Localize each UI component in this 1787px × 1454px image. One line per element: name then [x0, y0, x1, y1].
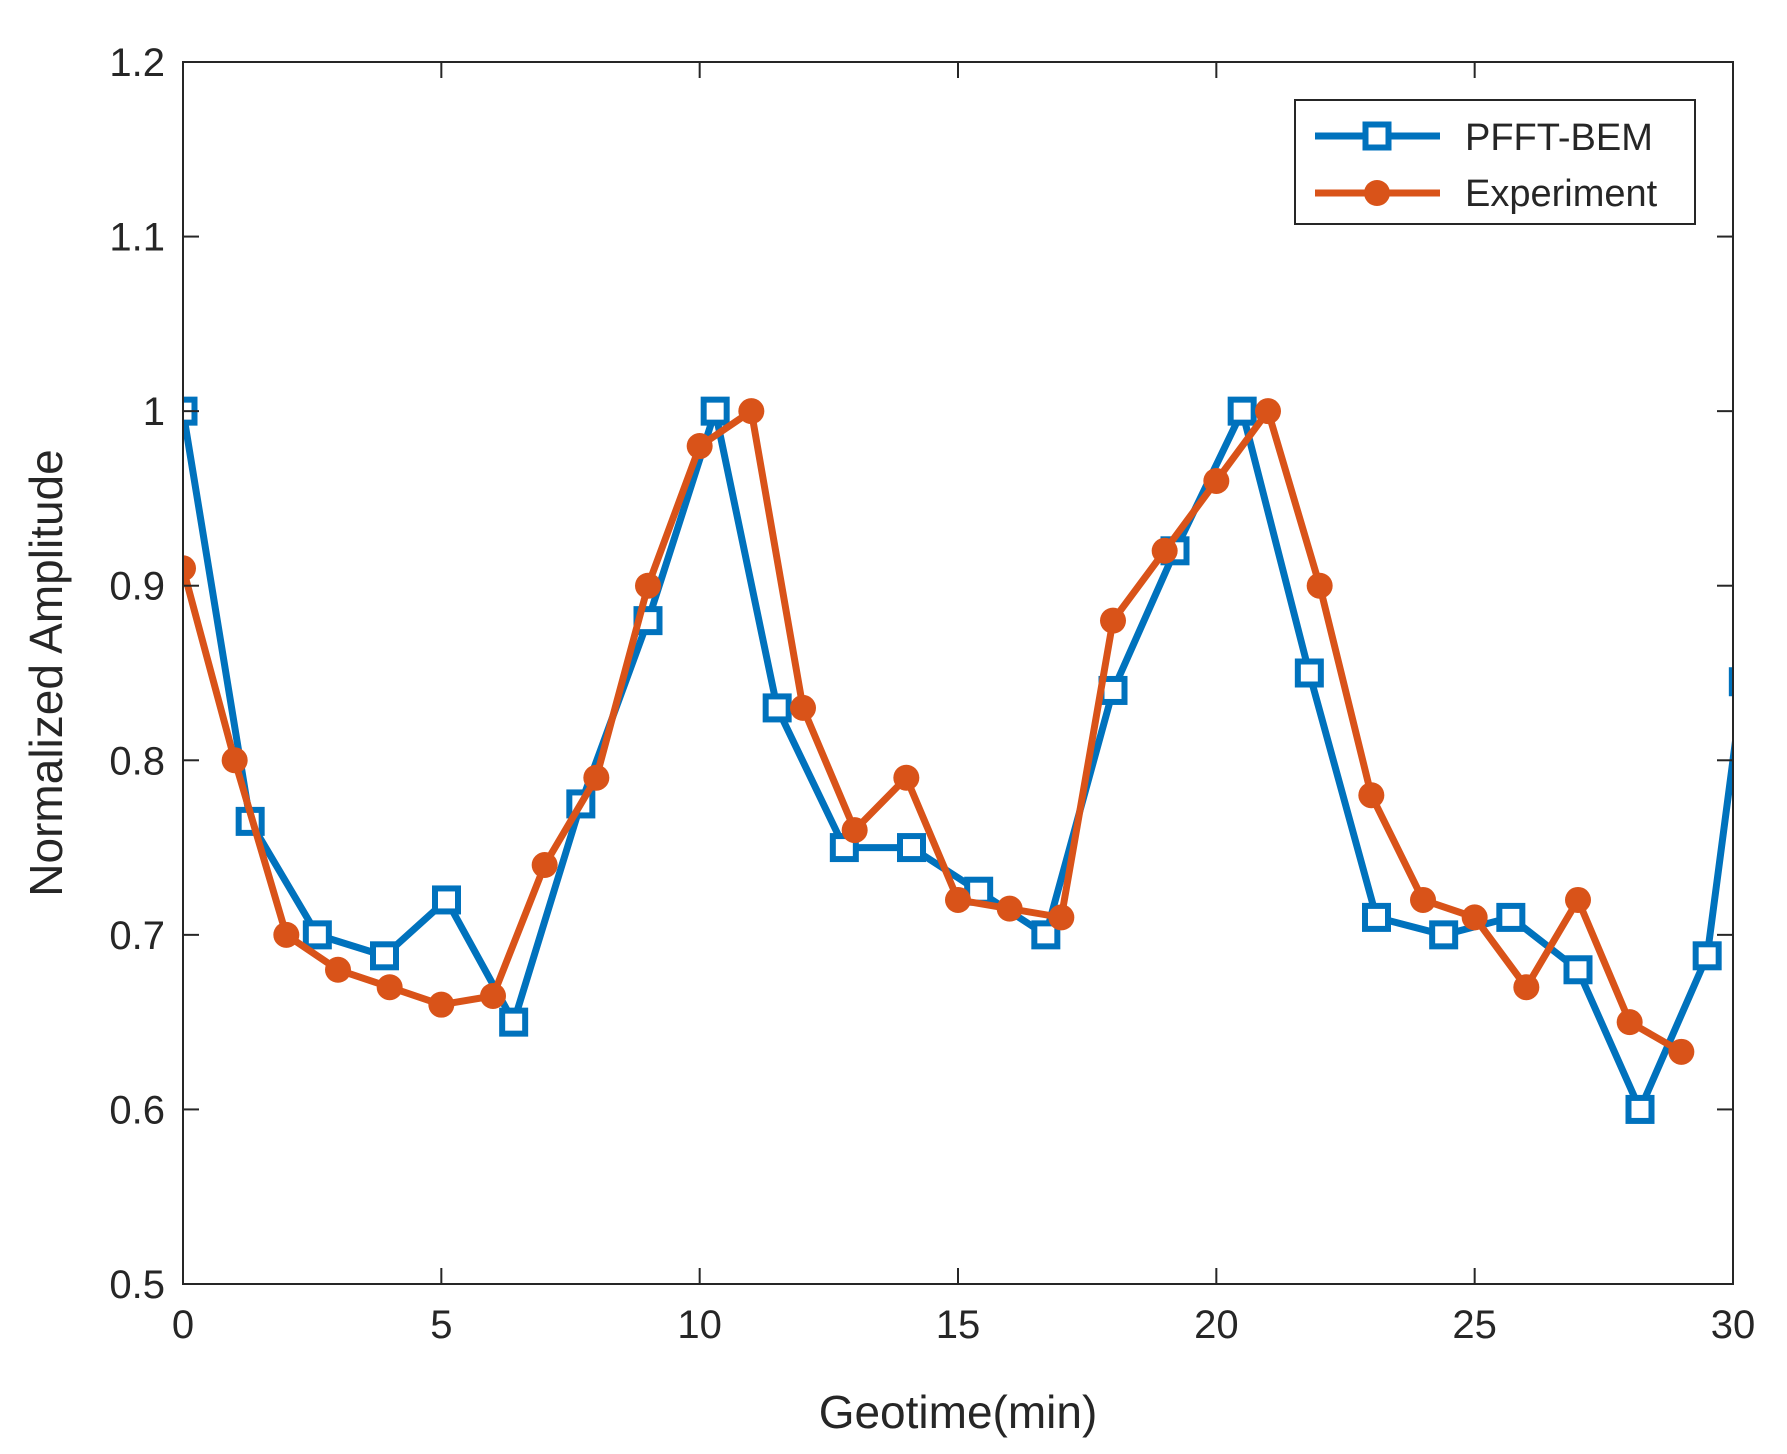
data-point-experiment — [1461, 904, 1488, 931]
data-point-experiment — [1048, 904, 1075, 931]
data-point-experiment — [1203, 467, 1230, 494]
data-point-experiment — [1255, 398, 1281, 425]
x-tick-label: 5 — [430, 1303, 452, 1347]
plot-frame — [182, 61, 1734, 1285]
data-point-experiment — [221, 747, 248, 774]
data-point-pfft-bem — [897, 833, 926, 863]
y-tick-label: 1 — [143, 390, 165, 434]
x-tick-label: 0 — [172, 1303, 194, 1347]
data-point-experiment — [1410, 886, 1436, 913]
data-point-experiment — [686, 433, 713, 460]
x-tick-label: 10 — [677, 1303, 722, 1347]
data-point-pfft-bem — [1625, 1094, 1655, 1124]
y-tick-label: 0.9 — [109, 565, 165, 609]
y-tick-label: 0.6 — [109, 1088, 165, 1132]
data-point-pfft-bem — [700, 396, 730, 426]
data-point-experiment — [1668, 1038, 1695, 1065]
data-point-experiment — [996, 895, 1023, 922]
x-tick-label: 15 — [936, 1303, 981, 1347]
data-point-pfft-bem — [370, 941, 399, 971]
data-point-experiment — [1306, 572, 1333, 599]
data-point-experiment — [583, 764, 610, 791]
data-point-experiment — [1513, 974, 1540, 1001]
x-tick-label: 30 — [1711, 1303, 1756, 1347]
data-point-experiment — [1151, 537, 1178, 564]
data-point-pfft-bem — [1227, 396, 1257, 426]
data-point-experiment — [1358, 782, 1385, 809]
legend-label-pfft-bem: PFFT-BEM — [1465, 117, 1653, 159]
y-tick-label: 0.5 — [109, 1263, 165, 1307]
data-point-experiment — [1616, 1009, 1643, 1036]
legend-marker-pfft-bem — [1362, 121, 1392, 151]
legend-box — [1294, 99, 1696, 225]
data-point-experiment — [531, 852, 558, 879]
series-layer — [183, 396, 1733, 1124]
data-point-experiment — [738, 398, 765, 425]
ticks-layer: 0 5 10 15 20 25 30 0.5 0.6 0.7 0.8 0.9 1 1.1 1.2 — [109, 41, 1755, 1347]
data-point-pfft-bem — [1294, 658, 1324, 688]
data-point-pfft-bem — [1362, 902, 1391, 932]
plot-area — [183, 62, 1733, 1284]
y-tick-label: 0.7 — [109, 914, 165, 958]
data-point-experiment — [893, 764, 920, 791]
y-axis-title: Normalized Amplitude — [20, 449, 72, 896]
y-tick-label: 1.2 — [109, 41, 165, 85]
data-point-experiment — [273, 921, 300, 948]
legend-marker-experiment — [1364, 180, 1390, 206]
data-point-pfft-bem — [432, 885, 461, 915]
x-tick-label: 20 — [1194, 1303, 1239, 1347]
data-point-pfft-bem — [1031, 920, 1061, 950]
data-point-experiment — [480, 982, 506, 1009]
y-tick-label: 0.8 — [109, 739, 165, 783]
legend-label-experiment: Experiment — [1465, 173, 1658, 215]
x-tick-label: 25 — [1452, 1303, 1497, 1347]
data-point-pfft-bem — [302, 920, 332, 950]
data-point-pfft-bem — [1563, 955, 1593, 985]
data-point-pfft-bem — [762, 693, 792, 723]
legend: PFFT-BEM Experiment — [1294, 99, 1696, 225]
data-point-experiment — [325, 956, 351, 983]
data-point-pfft-bem — [1728, 667, 1733, 697]
data-point-experiment — [790, 694, 816, 721]
x-axis-title: Geotime(min) — [819, 1386, 1098, 1438]
data-point-experiment — [1100, 607, 1126, 634]
data-point-pfft-bem — [1692, 941, 1722, 971]
data-point-pfft-bem — [499, 1007, 529, 1037]
data-point-pfft-bem — [1429, 920, 1459, 950]
data-point-experiment — [183, 555, 196, 582]
data-point-experiment — [635, 572, 661, 599]
y-tick-label: 1.1 — [109, 216, 165, 260]
data-point-experiment — [841, 817, 868, 844]
data-point-experiment — [1565, 886, 1591, 913]
data-point-experiment — [428, 991, 455, 1018]
data-point-experiment — [376, 974, 403, 1001]
data-point-pfft-bem — [1496, 902, 1526, 932]
data-point-experiment — [945, 886, 971, 913]
